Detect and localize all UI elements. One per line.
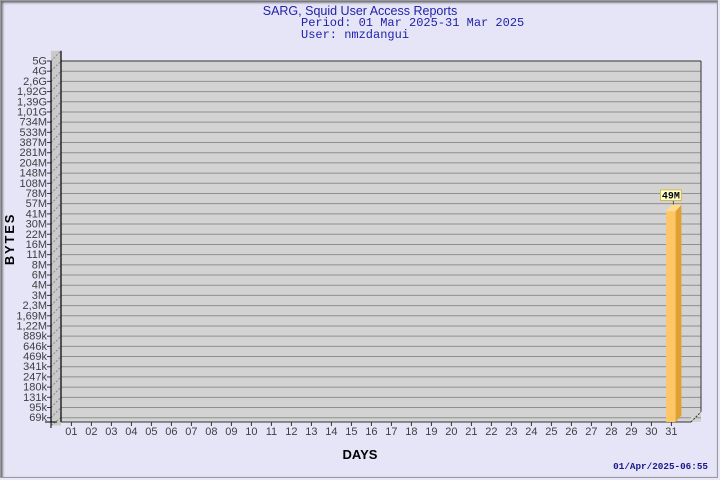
svg-text:05: 05: [145, 426, 157, 438]
svg-text:13: 13: [305, 426, 317, 438]
svg-text:28: 28: [605, 426, 617, 438]
svg-text:08: 08: [205, 426, 217, 438]
svg-text:15: 15: [345, 426, 357, 438]
svg-text:09: 09: [225, 426, 237, 438]
svg-text:26: 26: [565, 426, 577, 438]
svg-text:19: 19: [425, 426, 437, 438]
svg-text:21: 21: [465, 426, 477, 438]
svg-text:24: 24: [525, 426, 537, 438]
svg-text:11: 11: [266, 426, 277, 438]
svg-text:12: 12: [285, 426, 297, 438]
svg-text:07: 07: [185, 426, 197, 438]
svg-text:22: 22: [485, 426, 497, 438]
svg-text:31: 31: [665, 426, 677, 438]
svg-text:20: 20: [445, 426, 457, 438]
svg-text:30: 30: [645, 426, 657, 438]
svg-text:10: 10: [245, 426, 257, 438]
svg-text:23: 23: [505, 426, 517, 438]
svg-text:03: 03: [105, 426, 117, 438]
svg-text:18: 18: [405, 426, 417, 438]
svg-text:02: 02: [85, 426, 97, 438]
svg-text:27: 27: [585, 426, 597, 438]
svg-text:06: 06: [165, 426, 177, 438]
svg-text:17: 17: [385, 426, 397, 438]
svg-text:04: 04: [125, 426, 137, 438]
svg-text:29: 29: [625, 426, 637, 438]
svg-text:69k: 69k: [29, 412, 47, 424]
svg-text:25: 25: [545, 426, 557, 438]
svg-text:14: 14: [325, 426, 337, 438]
svg-text:16: 16: [365, 426, 377, 438]
svg-text:49M: 49M: [662, 192, 680, 203]
svg-text:01: 01: [65, 426, 77, 438]
